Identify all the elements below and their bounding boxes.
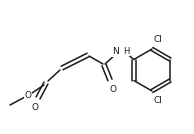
Text: H: H (123, 46, 129, 55)
Text: Cl: Cl (154, 96, 163, 105)
Text: O: O (31, 103, 38, 112)
Text: O: O (24, 90, 31, 100)
Text: N: N (112, 47, 119, 57)
Text: Cl: Cl (154, 35, 163, 44)
Text: O: O (109, 85, 117, 94)
